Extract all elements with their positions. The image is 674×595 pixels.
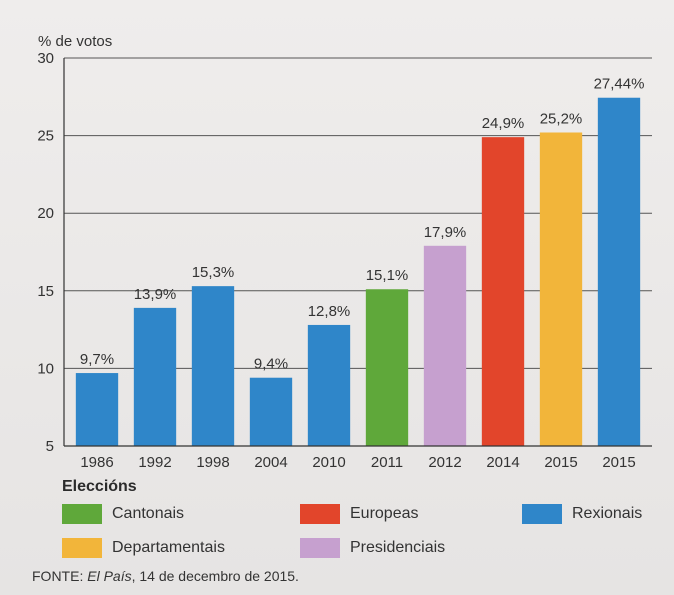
legend-label: Presidenciais — [350, 539, 446, 556]
bar-value-label-3: 9,4% — [254, 356, 288, 373]
legend-item-europeas: Europeas — [300, 504, 419, 524]
bar-2015-9 — [597, 97, 641, 446]
legend-swatch-presidenciais — [300, 538, 340, 558]
bar-2015-8 — [539, 132, 583, 446]
bar-value-label-7: 24,9% — [482, 115, 525, 132]
y-tick-label-30: 30 — [37, 50, 54, 67]
bar-2012-6 — [423, 245, 467, 446]
legend-label: Cantonais — [112, 505, 185, 522]
x-tick-label-5: 2011 — [371, 454, 403, 471]
bar-value-label-2: 15,3% — [192, 264, 235, 281]
bar-1986-0 — [75, 373, 119, 446]
bar-2014-7 — [481, 137, 525, 447]
bar-2011-5 — [365, 289, 409, 446]
bar-value-label-9: 27,44% — [594, 76, 645, 93]
y-tick-label-25: 25 — [37, 128, 54, 145]
y-tick-label-20: 20 — [37, 205, 54, 222]
legend-label: Rexionais — [572, 505, 643, 522]
bar-value-label-8: 25,2% — [540, 110, 583, 127]
legend-swatch-cantonais — [62, 504, 102, 524]
x-tick-label-6: 2012 — [428, 454, 461, 471]
x-tick-label-0: 1986 — [80, 454, 113, 471]
legend-title: Eleccións — [62, 478, 137, 495]
legend-item-departamentais: Departamentais — [62, 538, 225, 558]
x-tick-label-9: 2015 — [602, 454, 635, 471]
bar-value-label-6: 17,9% — [424, 224, 467, 241]
x-tick-label-1: 1992 — [138, 454, 171, 471]
legend-label: Departamentais — [112, 539, 225, 556]
bar-1992-1 — [133, 307, 177, 446]
bars: 9,7% 13,9% 15,3% 9,4% 12,8% 15,1% 17,9% 24,9% 25… — [75, 76, 645, 447]
x-tick-label-8: 2015 — [544, 454, 577, 471]
y-tick-label-10: 10 — [37, 360, 54, 377]
legend-item-cantonais: Cantonais — [62, 504, 184, 524]
source-publication: El País — [87, 568, 132, 584]
x-tick-label-2: 1998 — [196, 454, 229, 471]
y-tick-label-5: 5 — [46, 438, 54, 455]
x-tick-label-4: 2010 — [312, 454, 345, 471]
bar-value-label-1: 13,9% — [134, 286, 177, 303]
legend-swatch-europeas — [300, 504, 340, 524]
axes: 5 10 15 20 25 30 1986 1992 1998 2004 2010 2011 2012 2… — [37, 50, 652, 471]
bar-2010-4 — [307, 324, 351, 446]
source-date: , 14 de decembro de 2015. — [131, 568, 299, 584]
bar-value-label-0: 9,7% — [80, 351, 114, 368]
legend-swatch-rexionais — [522, 504, 562, 524]
source-note: FONTE: El País, 14 de decembro de 2015. — [32, 568, 299, 584]
legend-item-presidenciais: Presidenciais — [300, 538, 445, 558]
x-tick-label-3: 2004 — [254, 454, 287, 471]
y-tick-label-15: 15 — [37, 283, 54, 300]
y-axis-label: % de votos — [38, 33, 112, 50]
legend-item-rexionais: Rexionais — [522, 504, 642, 524]
source-prefix: FONTE: — [32, 568, 88, 584]
legend-label: Europeas — [350, 505, 419, 522]
legend-swatch-departamentais — [62, 538, 102, 558]
bar-2004-3 — [249, 377, 293, 446]
bar-value-label-4: 12,8% — [308, 303, 351, 320]
bar-value-label-5: 15,1% — [366, 267, 409, 284]
x-tick-label-7: 2014 — [486, 454, 519, 471]
bar-1998-2 — [191, 286, 235, 446]
